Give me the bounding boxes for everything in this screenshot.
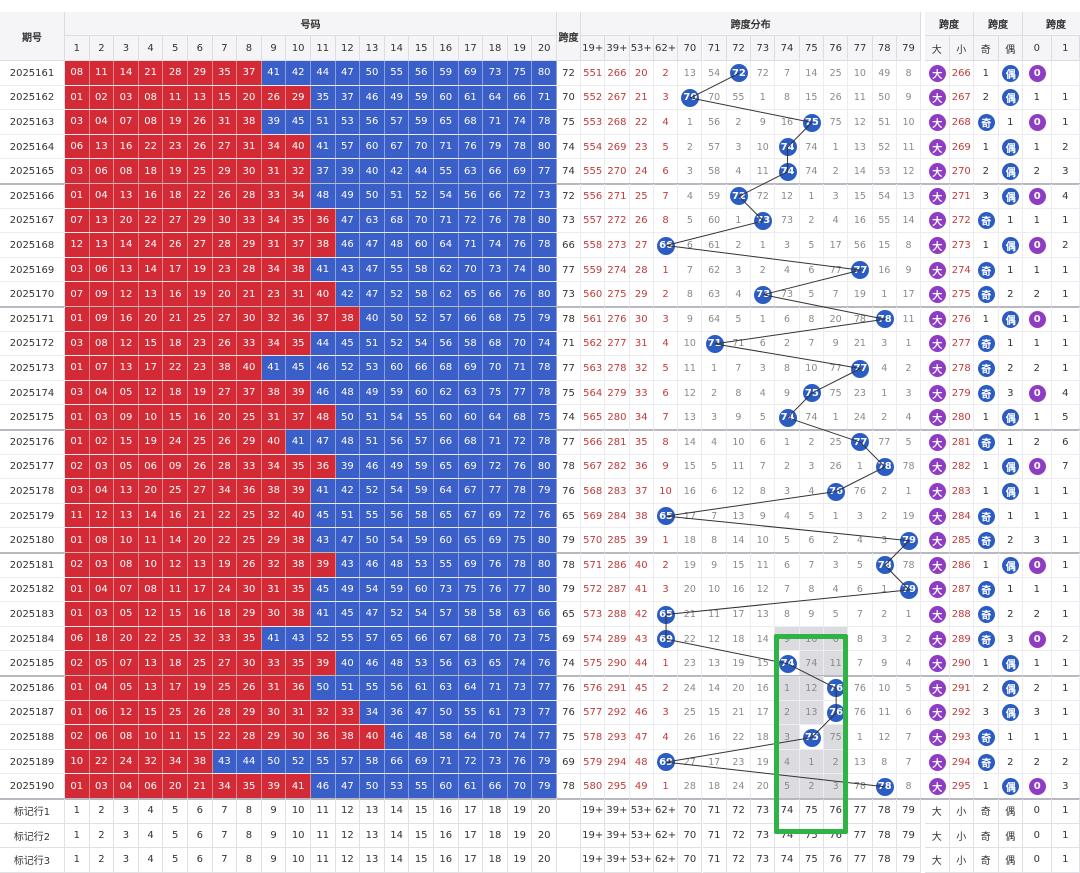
trend-segment: [666, 738, 812, 763]
trend-segment: [690, 73, 739, 98]
trend-segment: [666, 246, 860, 271]
trend-segment: [860, 442, 884, 467]
trend-segment: [812, 713, 836, 738]
trend-segment: [666, 762, 885, 787]
trend-segment: [812, 369, 861, 394]
trend-segment: [885, 565, 909, 590]
trend-segment: [739, 172, 788, 197]
trend-segment: [715, 319, 885, 344]
trend-segment: [885, 541, 909, 566]
trend-segment: [666, 590, 909, 615]
trend-segment: [763, 295, 885, 320]
trend-segment: [666, 639, 788, 664]
trend-segment: [666, 492, 836, 517]
trend-segment: [715, 344, 861, 369]
trend-segment: [666, 516, 909, 541]
trend-segment: [666, 221, 763, 246]
trend-segment: [763, 270, 860, 295]
trend-segment: [788, 664, 837, 689]
trend-segment: [788, 393, 812, 418]
trend-segment: [788, 418, 861, 443]
trend-segment: [739, 196, 763, 221]
trend-segment: [788, 123, 812, 148]
trend-segment: [690, 98, 812, 123]
trend-segment: [836, 467, 885, 492]
